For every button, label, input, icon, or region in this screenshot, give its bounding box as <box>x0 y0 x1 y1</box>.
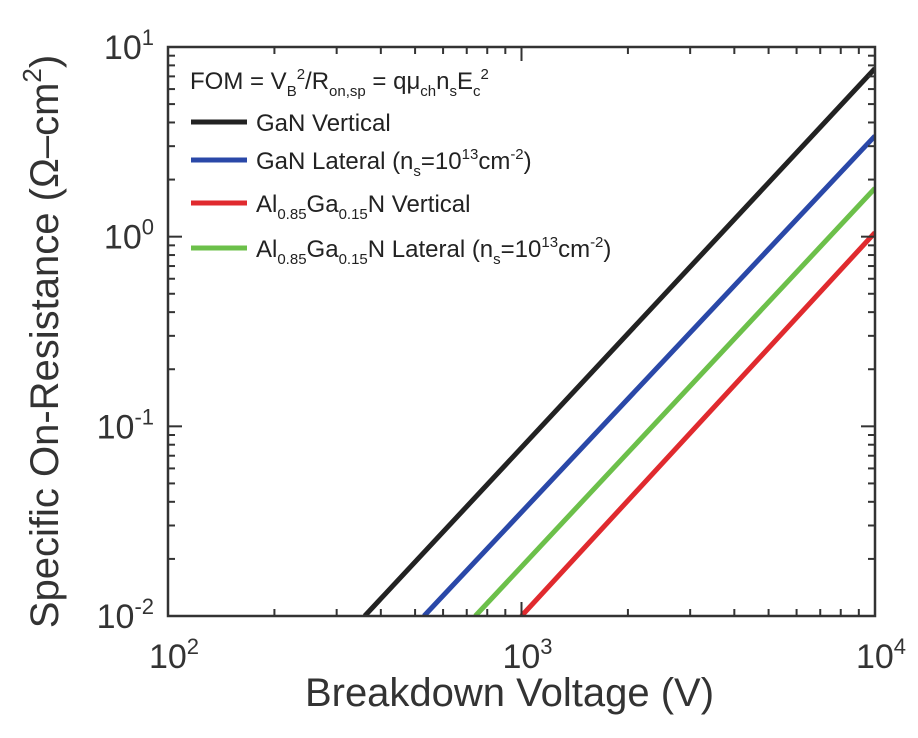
series-group <box>362 66 875 616</box>
series-line-2 <box>422 134 875 616</box>
y-tick-label-1: 10-2 <box>97 594 154 636</box>
legend: FOM = VB2/Ron,sp = qμchnsEc2 GaN Vertical… <box>190 66 611 268</box>
x-tick-label-2: 103 <box>502 634 552 676</box>
legend-formula: FOM = VB2/Ron,sp = qμchnsEc2 <box>190 66 489 100</box>
y-tick-label-2: 10-1 <box>97 404 154 446</box>
series-line-3 <box>519 230 875 616</box>
x-tick-label-1: 102 <box>149 634 199 676</box>
x-tick-label-3: 104 <box>856 634 906 676</box>
legend-label-3: Al0.85Ga0.15N Vertical <box>256 191 470 223</box>
legend-label-4: Al0.85Ga0.15N Lateral (ns=1013cm-2) <box>256 234 611 268</box>
x-axis-title: Breakdown Voltage (V) <box>305 671 714 715</box>
series-line-1 <box>362 66 875 616</box>
legend-label-2: GaN Lateral (ns=1013cm-2) <box>256 146 532 180</box>
legend-label-1: GaN Vertical <box>256 110 391 137</box>
y-tick-label-3: 100 <box>104 215 154 257</box>
ticks-group <box>167 47 875 617</box>
y-tick-label-4: 101 <box>104 25 154 67</box>
series-line-4 <box>473 186 875 616</box>
y-axis-title: Specific On-Resistance (Ω–cm2) <box>17 55 67 628</box>
